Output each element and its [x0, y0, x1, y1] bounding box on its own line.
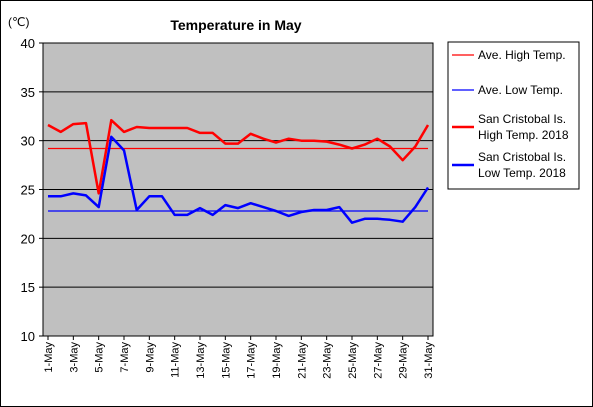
x-tick-label: 21-May — [296, 342, 308, 379]
legend-label: Ave. High Temp. — [478, 48, 566, 62]
series-line — [47, 118, 430, 195]
x-tick-label: 25-May — [347, 342, 359, 379]
x-tick-label: 19-May — [271, 342, 283, 379]
y-tick-label: 30 — [21, 134, 35, 149]
x-tick-label: 13-May — [195, 342, 207, 379]
x-tick-label: 9-May — [144, 342, 156, 373]
series-line — [48, 135, 430, 224]
x-tick-label: 11-May — [170, 342, 182, 378]
chart-title: Temperature in May — [170, 17, 301, 33]
legend-label: San Cristobal Is. High Temp. 2018 — [478, 112, 569, 142]
x-tick-label: 29-May — [398, 342, 410, 379]
x-tick-label: 31-May — [423, 342, 435, 379]
x-tick-label: 3-May — [68, 342, 80, 373]
y-tick-label: 20 — [21, 231, 35, 246]
legend-label: Ave. Low Temp. — [478, 83, 563, 97]
x-tick-label: 23-May — [322, 342, 334, 379]
y-tick-label: 10 — [21, 329, 35, 344]
legend-label: San Cristobal Is. Low Temp. 2018 — [478, 150, 566, 180]
y-tick-label: 35 — [21, 85, 35, 100]
x-tick-label: 17-May — [246, 342, 258, 379]
legend: Ave. High Temp. Ave. Low Temp. San Cristob… — [447, 41, 580, 190]
y-unit-label: (℃) — [8, 15, 29, 29]
x-tick-label: 15-May — [220, 342, 232, 379]
x-tick-label: 1-May — [43, 342, 55, 373]
y-tick-label: 25 — [21, 183, 35, 198]
x-tick-label: 5-May — [94, 342, 106, 373]
x-tick-label: 27-May — [372, 342, 384, 379]
y-tick-label: 15 — [21, 280, 35, 295]
x-tick-label: 7-May — [119, 342, 131, 373]
y-tick-label: 40 — [21, 36, 35, 51]
